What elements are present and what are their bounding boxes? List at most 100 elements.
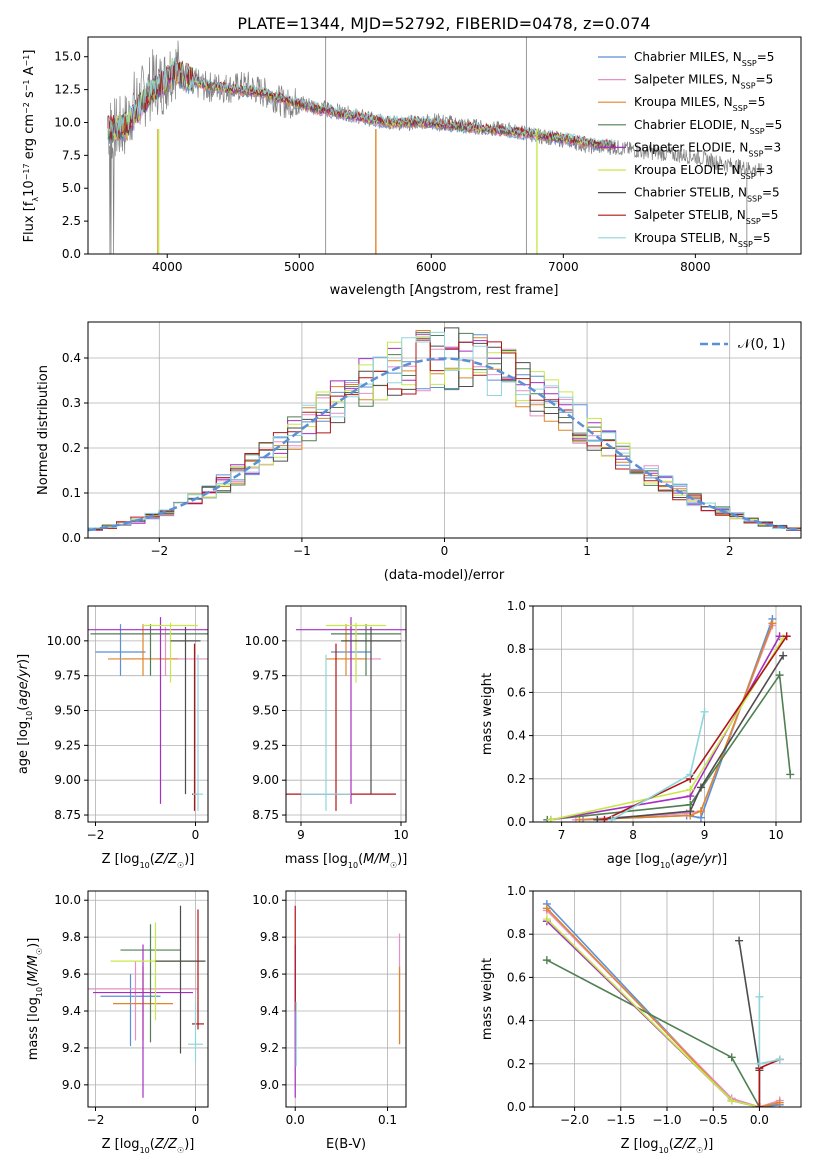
weight-line-chabrier-elodie: [546, 959, 761, 1107]
mass-vs-ebv-axes: 0.0 0.1 9.0 9.2 9.4 9.6 9.8 10.0: [252, 890, 407, 1127]
x-tick-label: 0: [192, 1113, 200, 1127]
weight-marker: [686, 770, 695, 779]
x-tick-label: 2: [726, 544, 734, 558]
weight-line-salpeter-elodie: [546, 920, 760, 1107]
residual-axes: −2 −1 0 1 2 0.0 0.1 0.2 0.3 0.4 𝒩(0, 1): [62, 321, 802, 558]
weight-marker: [696, 807, 705, 816]
weight-marker: [542, 956, 551, 965]
spectrum-ylabel: Flux [fλ10−17 erg cm−2 s−1 A−1]: [22, 50, 40, 243]
x-tick-label: 8000: [680, 260, 711, 274]
weight-marker: [607, 815, 616, 822]
residual-histogram-kroupa-stelib: [88, 331, 801, 531]
weight-marker: [700, 707, 709, 716]
x-tick-label: −1.5: [606, 1113, 635, 1127]
y-tick-label: 9.6: [260, 967, 279, 981]
age-vs-mass-axes-frame: [285, 605, 407, 823]
mass-vs-ebv-xlabel: E(B-V): [326, 1137, 366, 1152]
spectrum-axes-frame: [87, 36, 802, 255]
y-tick-label: 0.3: [62, 396, 81, 410]
residual-histogram-kroupa-elodie: [88, 335, 801, 530]
weight-line-salpeter-stelib: [604, 635, 788, 821]
weight-vs-age-axes-plot-area: [533, 606, 801, 822]
weight-marker: [779, 651, 788, 660]
legend-entry: Salpeter STELIB, NSSP=5: [634, 208, 778, 226]
x-tick-label: 10: [768, 828, 783, 842]
y-tick-label: 0.2: [62, 441, 81, 455]
weight-vs-z-xlabel: Z [log10(Z/Z☉)]: [621, 1137, 714, 1155]
legend-entry: Kroupa MILES, NSSP=5: [634, 95, 765, 113]
legend-entry: Salpeter ELODIE, NSSP=3: [634, 140, 781, 158]
spectrum-xlabel: wavelength [Angstrom, rest frame]: [330, 283, 559, 298]
weight-vs-age-axes-frame: [532, 605, 802, 823]
y-tick-label: 10.0: [252, 893, 279, 907]
x-tick-label: 0: [441, 544, 449, 558]
y-tick-label: 0.4: [62, 351, 81, 365]
y-tick-label: 0.1: [62, 486, 81, 500]
y-tick-label: 9.00: [252, 773, 279, 787]
y-tick-label: 0.2: [507, 772, 526, 786]
x-tick-label: 9: [701, 828, 709, 842]
x-tick-label: −2: [150, 544, 168, 558]
y-tick-label: 10.0: [54, 893, 81, 907]
weight-marker: [786, 770, 795, 779]
weight-line-kroupa-miles: [579, 623, 774, 821]
y-tick-label: 7.5: [62, 148, 81, 162]
weight-line-kroupa-elodie: [546, 918, 760, 1107]
mass-vs-ebv-axes-frame: [285, 890, 407, 1108]
y-tick-label: 0.8: [507, 642, 526, 656]
y-tick-label: 0.4: [507, 729, 526, 743]
y-tick-label: 9.50: [54, 704, 81, 718]
y-tick-label: 10.00: [245, 634, 279, 648]
y-tick-label: 1.0: [507, 599, 526, 613]
y-tick-label: 9.8: [260, 930, 279, 944]
weight-marker: [546, 815, 555, 822]
weight-marker: [775, 671, 784, 680]
weight-marker: [696, 783, 705, 792]
x-tick-label: 1: [583, 544, 591, 558]
mass-vs-ebv-axes-plot-area: [286, 891, 406, 1107]
y-tick-label: 8.75: [252, 808, 279, 822]
y-tick-label: 10.00: [47, 634, 81, 648]
weight-marker: [782, 632, 791, 641]
age-vs-z-axes-frame: [87, 605, 209, 823]
y-tick-label: 9.75: [252, 669, 279, 683]
x-tick-label: 8: [629, 828, 637, 842]
y-tick-label: 0.8: [507, 927, 526, 941]
y-tick-label: 0.0: [62, 531, 81, 545]
y-tick-label: 9.0: [62, 1078, 81, 1092]
weight-marker: [686, 807, 695, 816]
mass-vs-z-axes-plot-area: [88, 891, 208, 1107]
weight-line-kroupa-elodie: [550, 637, 784, 821]
residual-axes-frame: [87, 321, 802, 539]
y-tick-label: 8.75: [54, 808, 81, 822]
x-tick-label: −1.0: [652, 1113, 681, 1127]
y-tick-label: 5.0: [62, 181, 81, 195]
normal-curve: [88, 357, 801, 532]
weight-marker: [755, 1103, 764, 1107]
y-tick-label: 0.0: [507, 815, 526, 829]
weight-vs-age-ylabel: mass weight: [480, 673, 495, 755]
residual-xlabel: (data-model)/error: [384, 568, 505, 583]
y-tick-label: 10.0: [54, 115, 81, 129]
weight-marker: [735, 936, 744, 945]
weight-line-salpeter-miles: [575, 625, 774, 821]
y-tick-label: 12.5: [54, 83, 81, 97]
legend-entry: Salpeter MILES, NSSP=5: [634, 73, 773, 91]
weight-line-chabrier-stelib: [738, 940, 761, 1107]
model-spectrum-chabrier-stelib: [107, 60, 616, 149]
weight-vs-z-axes: −2.0 −1.5 −1.0 −0.5 0.0 0.0 0.2 0.4 0.6 0.8 1.0: [507, 884, 802, 1127]
weight-marker: [755, 1059, 764, 1068]
x-tick-label: 5000: [284, 260, 315, 274]
weight-marker: [593, 815, 602, 822]
weight-marker: [727, 1053, 736, 1062]
spectrum-axes-plot-area: [107, 37, 762, 254]
x-tick-label: −2: [87, 828, 105, 842]
weight-vs-age-xlabel: age [log10(age/yr)]: [607, 852, 727, 870]
legend-entry: Kroupa STELIB, NSSP=5: [634, 231, 771, 249]
mass-vs-z-axes: −2 0 9.0 9.2 9.4 9.6 9.8 10.0: [54, 890, 209, 1127]
y-tick-label: 9.25: [54, 738, 81, 752]
age-vs-z-ylabel: age [log10(age/yr)]: [16, 654, 34, 774]
weight-marker: [686, 785, 695, 794]
mass-vs-z-ylabel: mass [log10(M/M☉)]: [26, 938, 44, 1061]
x-tick-label: −2: [87, 1113, 105, 1127]
